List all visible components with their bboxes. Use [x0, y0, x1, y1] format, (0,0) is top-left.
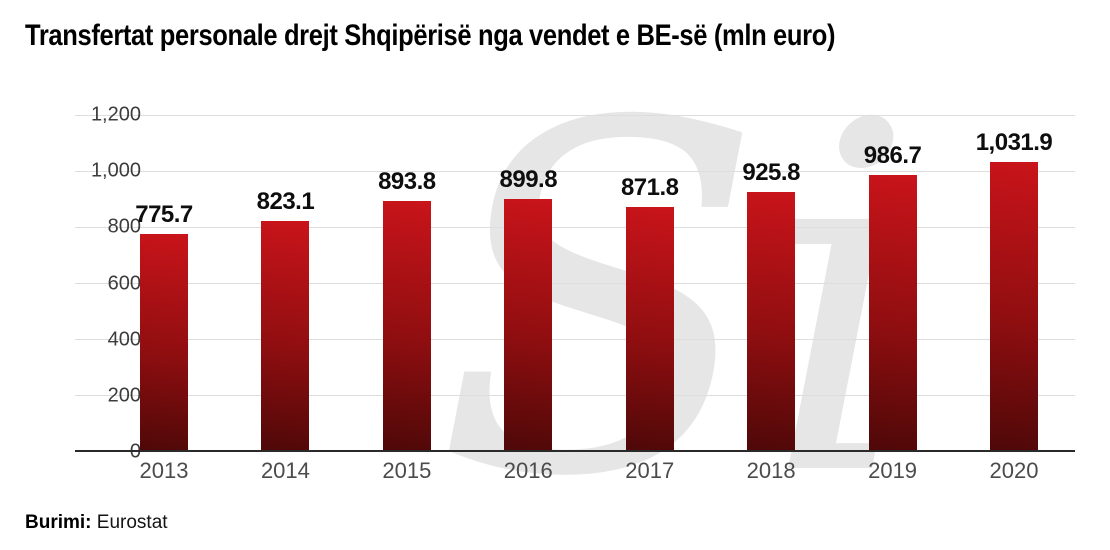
- x-tick-label-2017: 2017: [625, 458, 675, 483]
- bar-2020: [990, 162, 1038, 452]
- value-label-2019: 986.7: [863, 141, 922, 169]
- value-label-2018: 925.8: [742, 159, 800, 187]
- source-label: Burimi:: [25, 512, 92, 533]
- bar-2017: [625, 207, 674, 452]
- value-label-2013: 775.7: [135, 201, 193, 229]
- value-label-2016: 899.8: [499, 166, 558, 194]
- y-tick-label: 1,000: [90, 159, 141, 182]
- gridline: [75, 114, 1075, 116]
- value-label-2017: 871.8: [620, 174, 679, 202]
- y-tick-label: 800: [107, 215, 141, 238]
- gridline: [75, 170, 1075, 172]
- x-tick-label-2020: 2020: [989, 458, 1039, 483]
- bar-2014: [261, 220, 310, 452]
- gridline: [75, 395, 1075, 397]
- y-tick-label: 1,200: [90, 103, 141, 126]
- x-tick-label-2014: 2014: [260, 458, 310, 483]
- bar-2019: [868, 174, 917, 452]
- gridline: [75, 226, 1075, 228]
- bar-2013: [140, 234, 188, 452]
- y-tick-label: 200: [107, 384, 141, 407]
- y-tick-label: 400: [107, 328, 141, 351]
- value-label-2014: 823.1: [256, 187, 315, 215]
- x-tick-label-2016: 2016: [503, 458, 553, 483]
- value-label-2015: 893.8: [378, 168, 436, 195]
- y-tick-label: 600: [107, 272, 141, 294]
- bar-2018: [747, 192, 796, 452]
- bar-2016: [504, 199, 553, 452]
- x-tick-label-2019: 2019: [868, 458, 918, 483]
- x-tick-label-2015: 2015: [382, 458, 432, 483]
- chart-title: Transfertat personale drejt Shqipërisë n…: [25, 19, 836, 52]
- x-tick-label-2013: 2013: [139, 458, 189, 483]
- x-axis-line: [75, 450, 1075, 452]
- bar-2015: [382, 201, 431, 452]
- gridline: [75, 283, 1075, 284]
- source-line: Burimi: Eurostat: [25, 512, 168, 534]
- plot-area: 02004006008001,0001,200775.72013823.1201…: [75, 104, 1075, 483]
- source-value: Eurostat: [91, 512, 168, 533]
- x-tick-label-2018: 2018: [746, 458, 796, 483]
- gridline: [75, 339, 1075, 341]
- value-label-2020: 1,031.9: [975, 129, 1053, 157]
